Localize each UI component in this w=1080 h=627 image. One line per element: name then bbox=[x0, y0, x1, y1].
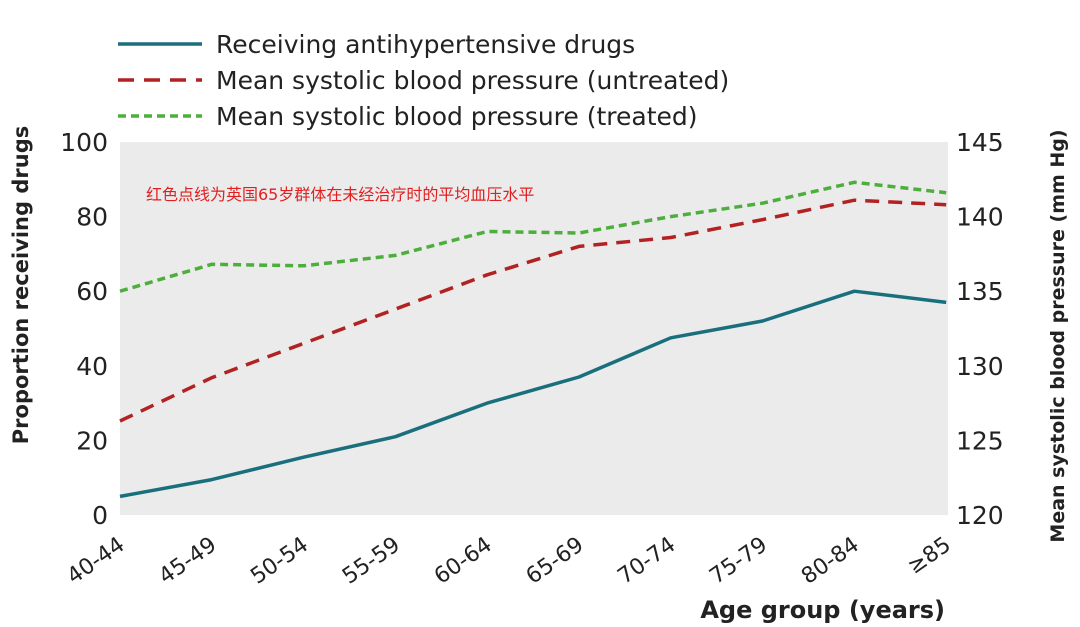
x-tick-label: 75-79 bbox=[705, 532, 772, 589]
y-left-tick-label: 100 bbox=[60, 128, 108, 157]
y-right-tick-label: 120 bbox=[956, 501, 1004, 530]
plot-area bbox=[120, 142, 948, 515]
x-tick-label: 70-74 bbox=[614, 532, 681, 589]
x-tick-label: 80-84 bbox=[797, 532, 864, 589]
y-left-tick-label: 80 bbox=[76, 203, 108, 232]
x-tick-label: ≥85 bbox=[903, 532, 955, 579]
x-tick-label: 55-59 bbox=[338, 532, 405, 589]
x-tick-label: 50-54 bbox=[246, 532, 313, 589]
x-tick-label: 40-44 bbox=[63, 532, 130, 589]
x-tick-label: 65-69 bbox=[522, 532, 589, 589]
y-left-axis-title: Proportion receiving drugs bbox=[9, 126, 33, 444]
legend-label-1: Mean systolic blood pressure (untreated) bbox=[216, 66, 729, 95]
y-left-tick-label: 0 bbox=[92, 501, 108, 530]
y-right-tick-label: 125 bbox=[956, 426, 1004, 455]
legend-label-2: Mean systolic blood pressure (treated) bbox=[216, 102, 698, 131]
series-line-0 bbox=[119, 289, 947, 499]
series-line-2 bbox=[119, 180, 947, 293]
x-axis-title: Age group (years) bbox=[700, 596, 945, 623]
legend-label-0: Receiving antihypertensive drugs bbox=[216, 30, 635, 59]
x-tick-label: 60-64 bbox=[430, 532, 497, 589]
y-right-axis-title: Mean systolic blood pressure (mm Hg) bbox=[1047, 129, 1069, 542]
y-right-tick-label: 135 bbox=[956, 277, 1004, 306]
y-left-tick-label: 40 bbox=[76, 352, 108, 381]
series-line-1 bbox=[119, 198, 947, 423]
chart-annotation: 红色点线为英国65岁群体在未经治疗时的平均血压水平 bbox=[146, 185, 534, 204]
x-tick-label: 45-49 bbox=[155, 532, 222, 589]
y-right-tick-label: 145 bbox=[956, 128, 1004, 157]
y-left-tick-label: 60 bbox=[76, 277, 108, 306]
y-right-tick-label: 130 bbox=[956, 352, 1004, 381]
y-right-tick-label: 140 bbox=[956, 203, 1004, 232]
y-left-tick-label: 20 bbox=[76, 426, 108, 455]
